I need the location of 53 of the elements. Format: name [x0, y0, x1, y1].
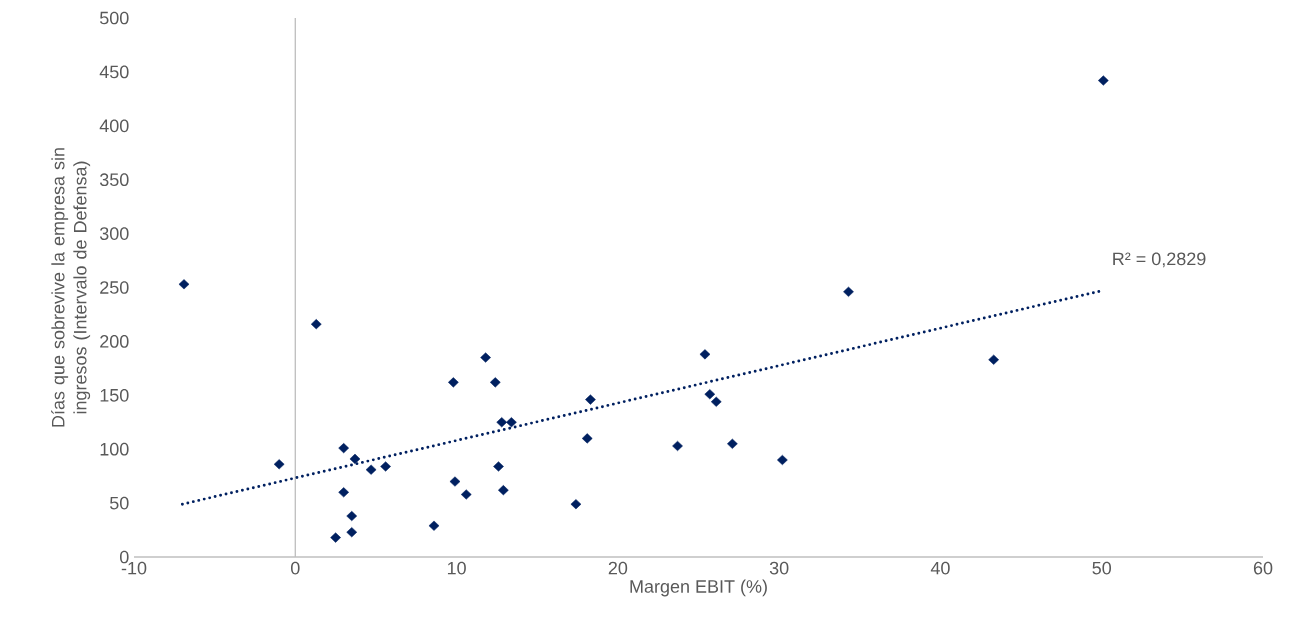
point [672, 440, 683, 452]
x-tick-label: 60 [1253, 561, 1273, 575]
point [448, 377, 459, 388]
point [498, 485, 509, 496]
y-tick-label: 250 [100, 281, 129, 294]
point [988, 354, 999, 365]
point [380, 461, 391, 472]
point [178, 279, 190, 290]
y-tick-label: 50 [109, 496, 129, 510]
point [310, 319, 322, 330]
point [843, 286, 854, 297]
point [489, 377, 501, 388]
point [480, 352, 491, 363]
point [428, 520, 440, 531]
x-tick-label: 0 [291, 561, 300, 575]
x-tick-label: 50 [1092, 561, 1112, 575]
x-tick-label: 40 [930, 561, 950, 575]
point [349, 453, 361, 464]
point [493, 461, 504, 472]
y-tick-label: 400 [99, 119, 129, 133]
point [585, 394, 596, 405]
point [581, 433, 593, 444]
point [460, 489, 472, 500]
x-tick-label: 20 [608, 561, 628, 575]
y-tick-label: 100 [100, 442, 129, 456]
point [704, 389, 716, 400]
x-tick-label: 10 [447, 561, 466, 575]
point [449, 476, 461, 487]
point [710, 396, 722, 407]
point [496, 417, 508, 428]
point [699, 349, 711, 360]
point [338, 443, 349, 454]
point [727, 438, 738, 449]
point [570, 499, 582, 510]
point [1098, 75, 1109, 86]
y-tick-label: 450 [99, 65, 129, 79]
y-tick-label: 300 [99, 227, 129, 240]
x-axis-title: Margen EBIT (%) [630, 579, 767, 597]
point [338, 487, 349, 498]
y-tick-label: 200 [100, 335, 129, 348]
point [777, 454, 788, 466]
y-axis-title: Días que sobrevive la empresa sin ingresos (Intervalo de Defensa) [51, 148, 91, 427]
y-tick-label: 500 [99, 11, 129, 25]
y-tick-label: 350 [99, 173, 129, 187]
annotation: R² = 0,2829 [1113, 252, 1206, 268]
x-tick-label: 30 [769, 561, 789, 575]
point [365, 464, 377, 475]
point [346, 510, 358, 522]
point [273, 459, 285, 470]
y-tick-label: 150 [100, 388, 129, 402]
point [346, 527, 358, 538]
point [506, 417, 517, 428]
point [330, 532, 341, 543]
